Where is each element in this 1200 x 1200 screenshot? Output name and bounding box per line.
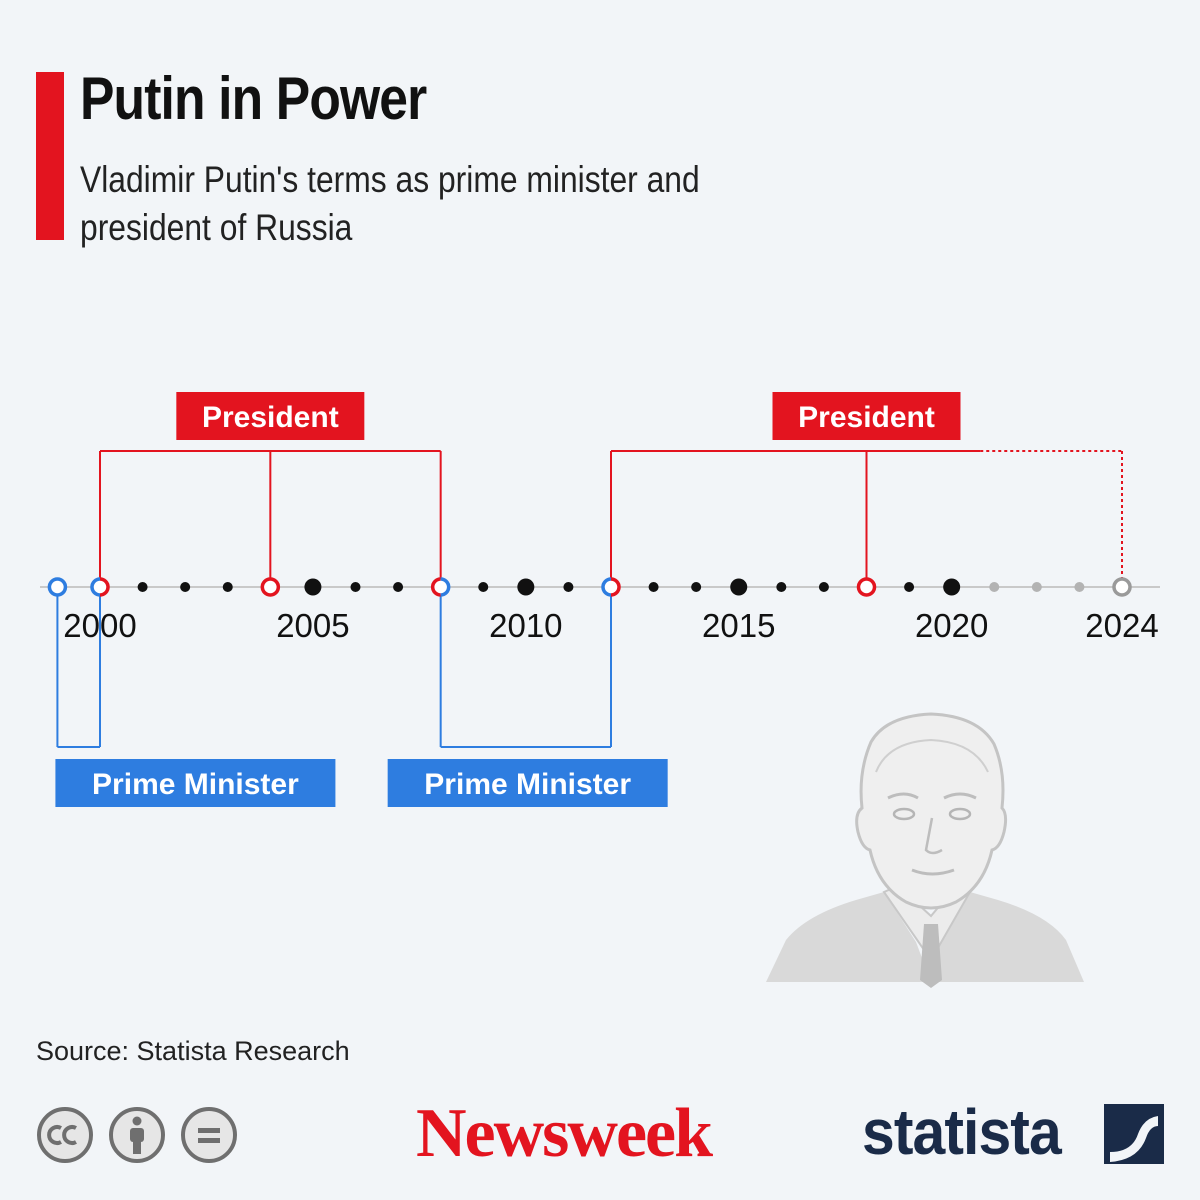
pm-label-box [387,759,668,807]
year-ring-2024 [1112,577,1132,597]
president-label: President [202,401,339,434]
year-ring-left-2012 [601,577,612,597]
year-ring-right-2008 [440,577,451,597]
year-dot-2022 [1031,582,1042,592]
year-dot-2023 [1074,582,1085,592]
year-ring-right-2000 [99,577,110,597]
pm-label: Prime Minister [424,768,631,801]
tick-label-2024: 2024 [1085,607,1158,644]
source-note: Source: Statista Research [36,1036,350,1066]
year-dot-2002 [180,582,191,592]
year-dot-2021 [989,582,1000,592]
year-ring-2018 [856,577,877,597]
year-dot-2009 [478,582,489,592]
year-ring-right-2012 [610,577,621,597]
year-dot-2020 [943,578,961,596]
pm-label: Prime Minister [92,768,299,801]
year-dot-2003 [222,582,233,592]
president-label: President [798,401,935,434]
year-dot-2005 [304,578,322,596]
statista-logo: statista [862,1096,1062,1168]
tick-label-2005: 2005 [276,607,349,644]
year-dot-2015 [730,578,748,596]
putin-portrait [766,712,1084,988]
year-dot-2014 [691,582,702,592]
license-icons [36,1106,238,1164]
pm-label-box [55,759,336,807]
year-dot-2017 [818,582,829,592]
year-ring-1999 [47,577,68,597]
timeline-chart: President President Prime Minister Prime Mi… [40,392,1160,807]
no-derivatives-icon [181,1107,237,1163]
cc-icon [37,1107,93,1163]
year-ring-left-2008 [430,577,441,597]
year-ring-fill-2008 [432,579,449,595]
year-dot-2019 [904,582,915,592]
year-ring-left-2000 [90,577,101,597]
year-dot-2006 [350,582,361,592]
year-dot-2010 [517,578,535,596]
president-label-box [772,392,961,440]
year-dot-2001 [137,582,148,592]
year-ring-fill-2012 [603,579,619,595]
tick-label-2000: 2000 [63,607,136,644]
title-accent-bar [36,72,64,240]
chart-subtitle: Vladimir Putin's terms as prime minister… [80,159,700,248]
year-dot-2007 [393,582,404,592]
year-dot-2011 [563,582,574,592]
tick-label-2015: 2015 [702,607,775,644]
year-ring-fill-2000 [92,579,108,595]
year-dot-2016 [776,582,787,592]
chart-title: Putin in Power [80,65,427,132]
newsweek-logo: Newsweek [416,1095,713,1172]
statista-mark-icon [1104,1104,1164,1164]
tick-label-2010: 2010 [489,607,562,644]
year-dot-2013 [648,582,659,592]
attribution-icon [109,1107,165,1163]
president-label-box [176,392,365,440]
tick-label-2020: 2020 [915,607,988,644]
year-ring-2004 [260,577,281,597]
